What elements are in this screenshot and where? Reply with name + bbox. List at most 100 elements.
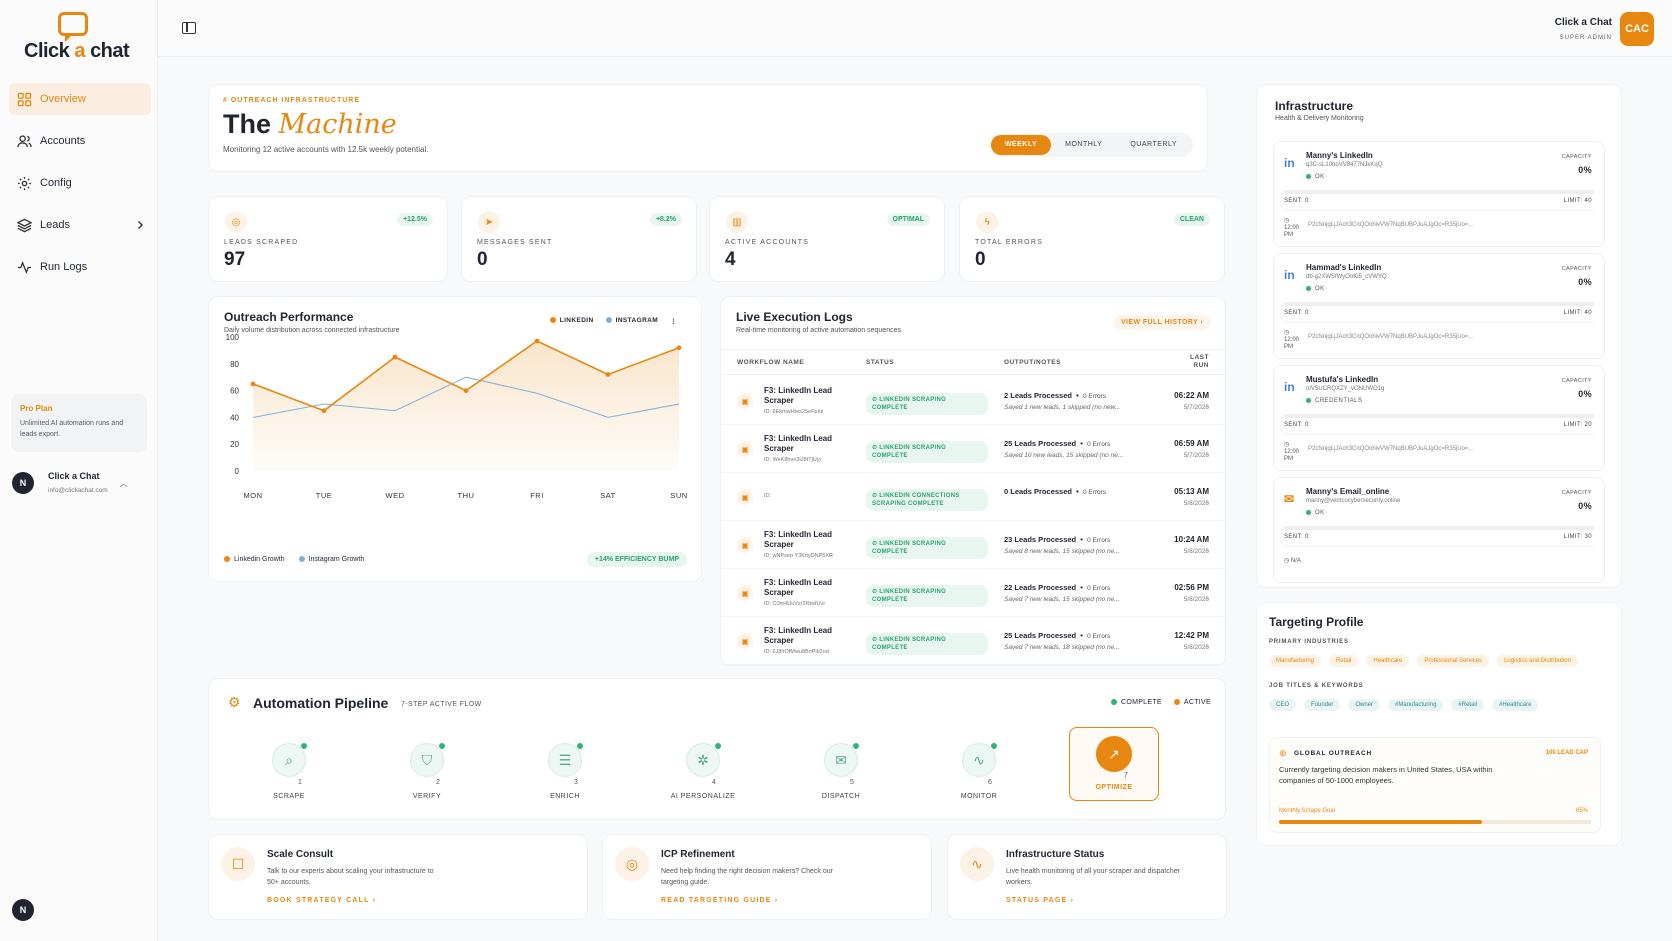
status-badge: ⊙ LINKEDIN SCRAPING COMPLETE [866,393,988,415]
top-bar: Click a Chat SUPER ADMIN CAC [158,0,1672,57]
table-row[interactable]: ▣ ID: ⊙ LINKEDIN CONNECTIONS SCRAPING COMP… [721,473,1225,521]
x-tick-label: FRI [530,491,544,500]
table-row[interactable]: ▣ F3: LinkedIn Lead Scraper ID: WeK8hve3tJ… [721,425,1225,473]
infra-account[interactable]: in Manny's LinkedIn q3C-sL10boVV8477NJkKqQ… [1273,141,1605,247]
keyword-tag[interactable]: Owner [1348,699,1381,711]
execution-logs-card: Live Execution Logs Real-time monitoring… [720,296,1226,666]
instagram-series-line [252,376,680,418]
table-row[interactable]: ▣ F3: LinkedIn Lead Scraper ID: wNPsep Y3K… [721,521,1225,569]
table-row[interactable]: ▣ F3: LinkedIn Lead Scraper ID: C0m4UuVxr2… [721,569,1225,617]
avatar: CAC [1620,12,1654,46]
complete-dot [300,742,308,750]
infrastructure-card: Infrastructure Health & Delivery Monitor… [1256,84,1622,588]
sidebar-item-overview[interactable]: Overview [9,83,151,115]
keyword-tag[interactable]: #Retail [1451,699,1485,711]
pipeline-step-monitor[interactable]: ∿ 6 MONITOR [934,731,1024,811]
table-row[interactable]: ▣ F3: LinkedIn Lead Scraper ID: 6J8hOfMwu8… [721,617,1225,665]
complete-dot [990,742,998,750]
infra-account[interactable]: in Hammad's LinkedIn db-g2XWSfWyOoKi5_cVWY… [1273,253,1605,359]
industry-tag[interactable]: Manufacturing [1269,655,1322,667]
foot-legend-linkedin: Linkedin Growth [224,556,285,563]
foot-legend-instagram: Instagram Growth [298,556,364,563]
page-subtitle: Monitoring 12 active accounts with 12.5k… [223,145,429,154]
sidebar-toggle-icon[interactable] [182,22,196,34]
briefcase-icon: ▣ [737,441,753,457]
keyword-tag[interactable]: #Manufacturing [1388,699,1444,711]
sidebar-item-run-logs[interactable]: Run Logs [9,251,151,283]
period-quarterly[interactable]: QUARTERLY [1130,141,1177,148]
period-monthly[interactable]: MONTHLY [1065,141,1103,148]
more-icon[interactable]: ⋮ [670,318,677,325]
page-kicker: # OUTREACH INFRASTRUCTURE [223,97,361,104]
avatar: N [12,472,34,494]
pipeline-step-ai-personalize[interactable]: ✲ 4 AI PERSONALIZE [658,731,748,811]
targeting-guide-link[interactable]: READ TARGETING GUIDE › [661,897,779,904]
status-badge: CREDENTIALS [1306,398,1363,404]
user-menu[interactable]: N Click a Chat info@clickachat.com ︿ [12,466,148,500]
stat-card-accounts: ▥ OPTIMAL ACTIVE ACCOUNTS 4 [709,196,945,282]
users-icon [17,134,32,147]
status-badge: OPTIMAL [886,213,930,226]
status-badge: +8.2% [649,213,682,226]
x-tick-label: WED [386,491,405,500]
status-page-link[interactable]: STATUS PAGE › [1006,897,1075,904]
pipeline-step-dispatch[interactable]: ✉ 5 DISPATCH [796,731,886,811]
sidebar-item-accounts[interactable]: Accounts [9,125,151,157]
view-full-history-link[interactable]: VIEW FULL HISTORY › [1112,315,1211,330]
industry-tag[interactable]: Logistics and Distribution [1497,655,1578,667]
status-badge: CLEAN [1173,213,1210,226]
table-header: WORKFLOW NAME STATUS OUTPUT/NOTES LAST R… [721,349,1225,375]
briefcase-icon: ▣ [737,633,753,649]
page-title: The Machine [223,109,397,140]
stat-card-messages: ➤ +8.2% MESSAGES SENT 0 [461,196,697,282]
complete-dot [438,742,446,750]
sidebar-item-leads[interactable]: Leads [9,209,151,241]
clock-icon: ◷ [1284,330,1290,336]
status-badge: ⊙ LINKEDIN SCRAPING COMPLETE [866,633,988,655]
table-row[interactable]: ▣ F3: LinkedIn Lead Scraper ID: 6EkmwHtes2… [721,377,1225,425]
industry-tag[interactable]: Retail [1329,655,1359,667]
sparkles-icon: ✲ [686,742,722,777]
keyword-tag[interactable]: CEO [1269,699,1297,711]
search-icon: ⌕ [272,742,308,777]
industry-tag[interactable]: Healthcare [1366,655,1410,667]
avatar[interactable]: N [12,899,34,921]
chevron-up-icon: ︿ [119,478,128,488]
briefcase-icon: ▣ [737,585,753,601]
target-icon: ◎ [225,211,247,233]
keyword-tag[interactable]: Founder [1304,699,1341,711]
linkedin-point [676,345,682,351]
pipeline-step-verify[interactable]: ⛉ 2 VERIFY [382,731,472,811]
pipeline-step-scrape[interactable]: ⌕ 1 SCRAPE [244,731,334,811]
page-header: # OUTREACH INFRASTRUCTURE The Machine Mo… [208,84,1208,172]
mail-icon: ✉ [824,742,860,777]
sidebar-item-config[interactable]: Config [9,167,151,199]
bar-chart-icon: ▥ [726,211,748,233]
infra-account[interactable]: ✉ Manny's Email_online manny@ventcocyberse… [1273,477,1605,583]
grid-icon [17,92,32,106]
logo[interactable]: Click a chat [22,12,142,64]
keyword-tag[interactable]: #Healthcare [1492,699,1539,711]
stat-card-errors: ϟ CLEAN TOTAL ERRORS 0 [959,196,1225,282]
linkedin-area [253,341,679,471]
pipeline-step-optimize[interactable]: ↗ 7 OPTIMIZE [1069,727,1159,801]
capacity-bar [1284,414,1594,418]
bolt-icon: ϟ [976,211,998,233]
trend-icon: ↗ [1096,736,1132,772]
book-call-link[interactable]: BOOK STRATEGY CALL › [267,897,377,904]
status-badge: ⊙ LINKEDIN SCRAPING COMPLETE [866,537,988,559]
layers-icon [17,218,32,232]
legend-linkedin[interactable]: LINKEDIN [549,317,594,325]
target-icon: ◎ [615,847,649,881]
y-tick-label: 40 [230,413,239,422]
infra-account[interactable]: in Mustufa's LinkedIn oIV5UCRQXZY_vONUWO1g… [1273,365,1605,471]
pipeline-step-enrich[interactable]: ☰ 3 ENRICH [520,731,610,811]
industry-tag[interactable]: Professional Services [1417,655,1490,667]
status-badge: ⊙ LINKEDIN SCRAPING COMPLETE [866,585,988,607]
x-tick-label: THU [458,491,475,500]
targeting-profile-card: Targeting Profile PRIMARY INDUSTRIES Man… [1256,602,1622,846]
account-menu[interactable]: Click a Chat SUPER ADMIN CAC [1555,12,1654,46]
legend-instagram[interactable]: INSTAGRAM [605,317,658,325]
x-tick-label: SAT [600,491,616,500]
period-weekly[interactable]: WEEKLY [990,135,1052,155]
